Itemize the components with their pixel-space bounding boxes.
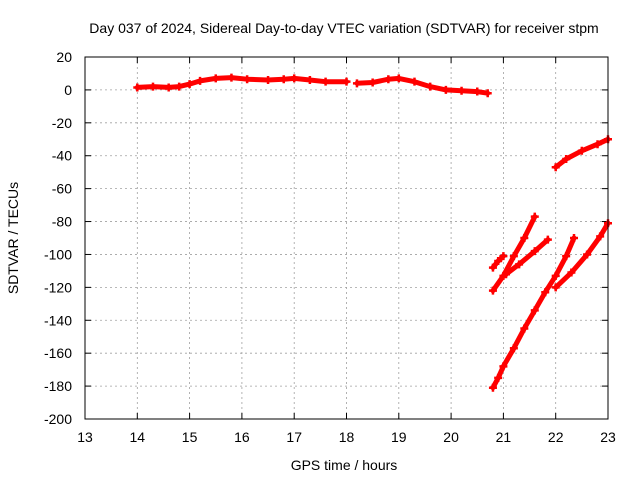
x-tick-labels: 13 14 15 16 17 18 19 20 21 22 23 (77, 429, 616, 445)
data-point (321, 77, 330, 86)
data-point (551, 163, 560, 172)
data-point (488, 263, 497, 272)
data-point (290, 74, 299, 83)
grid-lines (85, 57, 608, 419)
y-tick-label: -120 (44, 279, 72, 295)
data-point (279, 75, 288, 84)
x-tick-label: 20 (443, 429, 459, 445)
y-tick-label: -140 (44, 312, 72, 328)
data-point (502, 270, 511, 279)
series-segment-7 (551, 219, 612, 292)
data-marks (133, 73, 612, 392)
x-tick-label: 18 (339, 429, 355, 445)
data-point (488, 383, 497, 392)
data-point (515, 260, 524, 269)
x-tick-label: 16 (234, 429, 250, 445)
chart-title: Day 037 of 2024, Sidereal Day-to-day VTE… (89, 20, 598, 36)
x-tick-label: 17 (286, 429, 302, 445)
data-point (352, 79, 361, 88)
plot-frame (84, 56, 609, 420)
series-line (503, 237, 551, 277)
x-tick-label: 19 (391, 429, 407, 445)
data-point (494, 257, 503, 266)
data-point (530, 212, 539, 221)
data-point (426, 82, 435, 91)
data-point (133, 83, 142, 92)
x-tick-label: 21 (496, 429, 512, 445)
series-segment-6 (502, 235, 552, 279)
data-point (488, 286, 497, 295)
series-line (354, 75, 491, 96)
y-tick-label: -60 (52, 181, 72, 197)
x-tick-label: 15 (182, 429, 198, 445)
data-point (164, 83, 173, 92)
data-point (530, 306, 539, 315)
data-point (596, 232, 605, 241)
data-point (562, 252, 571, 261)
data-point (499, 362, 508, 371)
data-point (593, 140, 602, 149)
series-segment-5 (488, 234, 579, 392)
series-segment-1 (133, 73, 351, 92)
series-segment-3 (488, 252, 508, 272)
y-tick-label: -160 (44, 345, 72, 361)
x-tick-label: 22 (548, 429, 564, 445)
data-point (541, 288, 550, 297)
data-point (148, 82, 157, 91)
data-point (185, 80, 194, 89)
data-point (551, 271, 560, 280)
data-point (394, 74, 403, 83)
x-tick-label: 13 (77, 429, 93, 445)
data-point (264, 76, 273, 85)
data-point (520, 324, 529, 333)
y-tick-label: -200 (44, 411, 72, 427)
y-tick-label: -180 (44, 378, 72, 394)
x-tick-label: 23 (600, 429, 616, 445)
series-line (490, 235, 577, 391)
data-point (509, 344, 518, 353)
data-point (543, 235, 552, 244)
data-point (441, 85, 450, 94)
data-point (342, 77, 351, 86)
data-point (551, 283, 560, 292)
data-point (583, 250, 592, 259)
data-point (410, 77, 419, 86)
y-tick-label: -100 (44, 246, 72, 262)
x-tick-label: 14 (130, 429, 146, 445)
data-point (562, 155, 571, 164)
y-tick-label: 20 (56, 49, 72, 65)
data-point (473, 87, 482, 96)
data-point (227, 73, 236, 82)
data-point (368, 78, 377, 87)
data-point (305, 76, 314, 85)
data-point (211, 74, 220, 83)
data-point (530, 247, 539, 256)
data-point (483, 89, 492, 98)
series-segment-2 (352, 74, 492, 98)
y-tick-label: -20 (52, 115, 72, 131)
data-point (509, 252, 518, 261)
data-point (175, 82, 184, 91)
y-tick-label: -40 (52, 148, 72, 164)
data-point (577, 146, 586, 155)
y-tick-labels: 20 0 -20 -40 -60 -80 -100 -120 -140 -160 -180 -200 (44, 49, 72, 427)
data-point (494, 373, 503, 382)
y-tick-label: -80 (52, 214, 72, 230)
data-point (520, 234, 529, 242)
y-tick-label: 0 (64, 82, 72, 98)
x-axis-label: GPS time / hours (291, 457, 398, 473)
data-point (570, 234, 579, 242)
data-point (196, 76, 205, 85)
data-point (457, 86, 466, 95)
data-point (243, 75, 252, 84)
y-axis-label: SDTVAR / TECUs (5, 182, 21, 294)
data-point (384, 75, 393, 84)
data-point (567, 268, 576, 277)
data-point (499, 252, 508, 261)
